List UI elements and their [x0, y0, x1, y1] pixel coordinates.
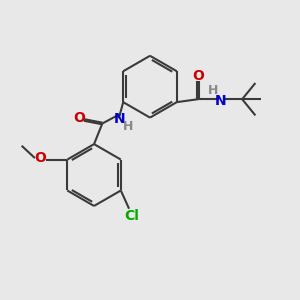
Text: N: N [215, 94, 226, 108]
Text: O: O [192, 69, 204, 83]
Text: N: N [114, 112, 125, 126]
Text: O: O [34, 151, 46, 165]
Text: Cl: Cl [124, 209, 139, 223]
Text: H: H [122, 120, 133, 133]
Text: O: O [73, 111, 85, 124]
Text: H: H [208, 85, 218, 98]
